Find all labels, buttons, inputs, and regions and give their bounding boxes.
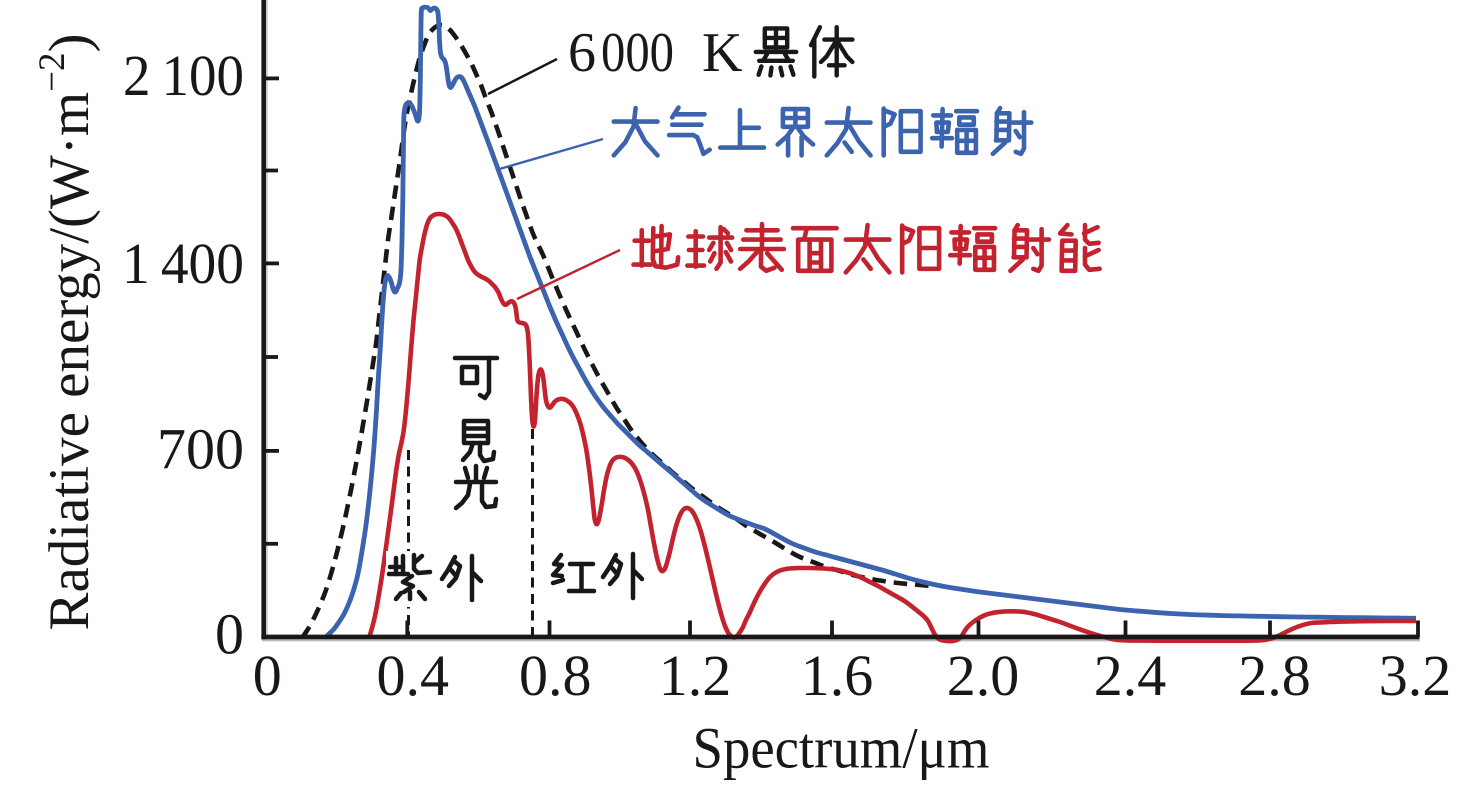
svg-text:1 400: 1 400 — [122, 231, 244, 296]
svg-text:2.0: 2.0 — [947, 643, 1020, 708]
svg-text:K: K — [702, 22, 742, 84]
svg-text:700: 700 — [157, 416, 244, 481]
svg-text:2 100: 2 100 — [123, 43, 244, 108]
svg-text:Spectrum/μm: Spectrum/μm — [693, 716, 990, 781]
svg-text:0.4: 0.4 — [376, 643, 449, 708]
svg-text:000: 000 — [601, 22, 674, 84]
svg-text:2.4: 2.4 — [1094, 643, 1167, 708]
svg-text:0.8: 0.8 — [519, 643, 592, 708]
svg-text:1.2: 1.2 — [659, 643, 732, 708]
svg-text:1.6: 1.6 — [801, 643, 874, 708]
svg-text:2.8: 2.8 — [1238, 643, 1311, 708]
svg-text:0: 0 — [215, 601, 244, 666]
svg-text:Radiative energy/(W·m−2): Radiative energy/(W·m−2) — [32, 33, 101, 630]
svg-text:6: 6 — [568, 22, 596, 84]
svg-text:3.2: 3.2 — [1379, 643, 1452, 708]
svg-text:0: 0 — [253, 643, 282, 708]
